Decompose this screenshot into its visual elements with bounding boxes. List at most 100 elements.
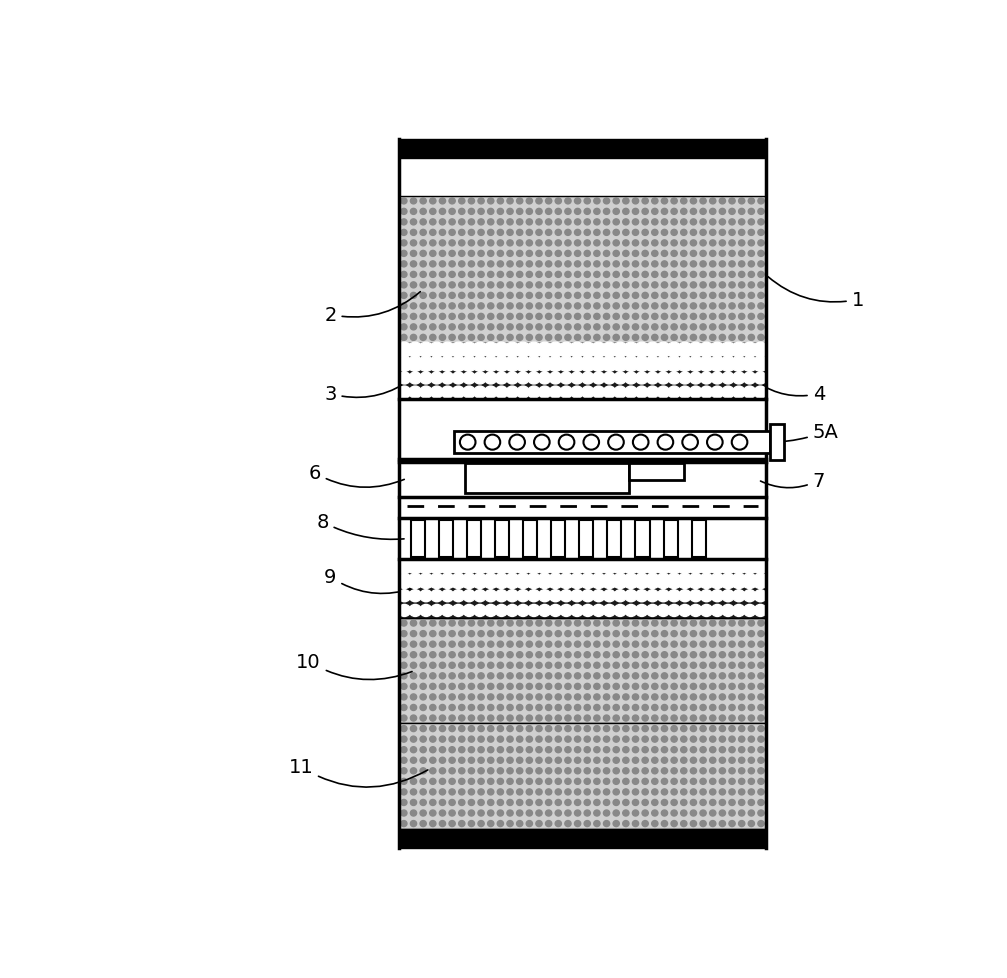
Circle shape — [691, 251, 697, 257]
Circle shape — [733, 386, 745, 399]
Circle shape — [622, 293, 629, 299]
Circle shape — [738, 303, 745, 310]
Circle shape — [729, 251, 735, 257]
Circle shape — [671, 705, 678, 711]
Circle shape — [584, 209, 590, 215]
Circle shape — [571, 604, 583, 617]
Circle shape — [622, 757, 629, 764]
Circle shape — [430, 778, 436, 784]
Circle shape — [517, 251, 523, 257]
Circle shape — [536, 241, 542, 246]
Circle shape — [584, 694, 590, 700]
Circle shape — [439, 652, 445, 658]
Circle shape — [668, 386, 681, 399]
Circle shape — [700, 736, 706, 742]
Circle shape — [652, 199, 658, 204]
Circle shape — [517, 631, 523, 637]
Circle shape — [622, 800, 629, 806]
Circle shape — [603, 283, 609, 289]
Circle shape — [560, 386, 573, 399]
Bar — [579, 520, 593, 557]
Circle shape — [681, 241, 687, 246]
Circle shape — [431, 590, 443, 602]
Circle shape — [622, 314, 629, 320]
Circle shape — [584, 747, 590, 753]
Circle shape — [555, 620, 562, 627]
Circle shape — [594, 251, 600, 257]
Circle shape — [468, 283, 474, 289]
Circle shape — [548, 574, 563, 589]
Circle shape — [652, 220, 658, 226]
Circle shape — [700, 590, 713, 602]
Circle shape — [452, 373, 464, 384]
Circle shape — [439, 283, 445, 289]
Circle shape — [710, 251, 716, 257]
Circle shape — [662, 293, 668, 299]
Circle shape — [458, 684, 465, 689]
Bar — [769, 424, 783, 461]
Circle shape — [642, 335, 649, 341]
Circle shape — [584, 325, 590, 331]
Circle shape — [574, 220, 581, 226]
Circle shape — [710, 199, 716, 204]
Circle shape — [719, 684, 725, 689]
Circle shape — [758, 293, 764, 299]
Circle shape — [700, 620, 706, 627]
Circle shape — [710, 726, 716, 732]
Circle shape — [497, 325, 504, 331]
Circle shape — [671, 230, 678, 236]
Circle shape — [430, 335, 436, 341]
Circle shape — [468, 821, 474, 826]
Circle shape — [612, 559, 628, 574]
Circle shape — [398, 386, 411, 399]
Text: 1: 1 — [768, 278, 864, 310]
Circle shape — [603, 662, 609, 669]
Circle shape — [420, 642, 426, 647]
Circle shape — [430, 768, 436, 774]
Circle shape — [430, 314, 436, 320]
Circle shape — [592, 373, 605, 384]
Circle shape — [439, 335, 445, 341]
Circle shape — [555, 810, 562, 817]
Circle shape — [624, 373, 637, 384]
Circle shape — [719, 314, 725, 320]
Circle shape — [681, 705, 687, 711]
Circle shape — [594, 620, 600, 627]
Circle shape — [449, 293, 455, 299]
Circle shape — [458, 325, 465, 331]
Circle shape — [710, 241, 716, 246]
Circle shape — [681, 230, 687, 236]
Text: 7: 7 — [760, 471, 825, 490]
Circle shape — [411, 789, 417, 795]
Circle shape — [622, 736, 629, 742]
Circle shape — [495, 590, 508, 602]
Circle shape — [468, 747, 474, 753]
Circle shape — [497, 261, 504, 268]
Circle shape — [493, 559, 510, 574]
Circle shape — [536, 620, 542, 627]
Circle shape — [429, 574, 444, 589]
Circle shape — [483, 357, 498, 372]
Circle shape — [710, 631, 716, 637]
Circle shape — [507, 662, 514, 669]
Circle shape — [580, 343, 595, 358]
Circle shape — [527, 241, 533, 246]
Circle shape — [594, 800, 600, 806]
Circle shape — [710, 325, 716, 331]
Circle shape — [623, 343, 638, 358]
Circle shape — [484, 590, 497, 602]
Circle shape — [594, 778, 600, 784]
Circle shape — [658, 373, 670, 384]
Circle shape — [671, 652, 678, 658]
Circle shape — [411, 230, 417, 236]
Circle shape — [478, 303, 484, 310]
Bar — [635, 520, 650, 557]
Circle shape — [539, 373, 551, 384]
Circle shape — [536, 261, 542, 268]
Circle shape — [546, 303, 552, 310]
Circle shape — [420, 335, 426, 341]
Circle shape — [662, 314, 668, 320]
Circle shape — [668, 604, 681, 617]
Circle shape — [758, 261, 764, 268]
Circle shape — [733, 373, 745, 384]
